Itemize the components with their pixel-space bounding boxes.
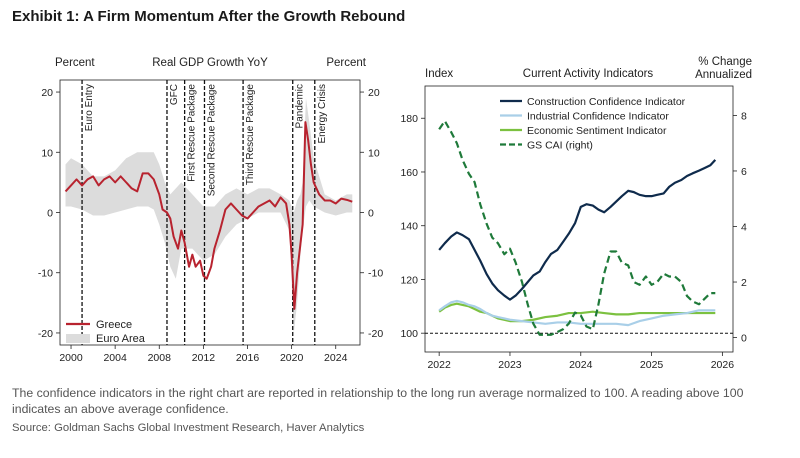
construction-confidence-indicator-line [438,159,717,301]
right-ytick-label-left: 140 [400,221,418,233]
event-label: First Rescue Package [187,84,198,182]
greece-line [64,121,353,310]
gs-cai-right-line [438,119,716,336]
event-label: Second Rescue Package [206,84,217,197]
right-xtick-label: 2022 [427,359,451,371]
right-ytick-label-right: 0 [741,333,747,345]
left-ylabel-left: Percent [55,57,95,69]
event-label: GFC [169,84,180,105]
left-ytick-label: 0 [47,208,53,220]
left-ytick-label: 20 [41,87,53,99]
chart-canvas: Percent Real GDP Growth YoY Percent -20 -20 -… [38,56,752,371]
left-ytick-label-right: 10 [368,147,380,159]
event-label: Pandemic [295,84,306,128]
left-xtick-label: 2012 [192,352,216,364]
industrial-confidence-indicator-line [438,299,716,327]
right-ylabel-right-line2: Annualized [695,69,752,81]
right-plot-frame [424,85,734,353]
legend-label-series: GS CAI (right) [527,140,593,152]
left-ytick-label: -10 [38,268,53,280]
legend-label-greece: Greece [96,319,132,331]
right-ytick-label-right: 4 [741,221,747,233]
left-chart-title: Real GDP Growth YoY [152,57,268,69]
economic-sentiment-indicator-line [438,302,716,323]
left-ytick-label-right: 20 [368,87,380,99]
chart-footnote: The confidence indicators in the right c… [12,386,744,416]
left-xtick-label: 2004 [103,352,127,364]
euro-area-band [65,98,353,333]
legend-swatch-euro-area [66,334,90,343]
event-label: Energy Crisis [317,84,328,143]
event-label: Euro Entry [84,84,95,131]
left-ytick-label-right: -20 [368,328,383,340]
right-chart-title: Current Activity Indicators [523,68,654,80]
left-ytick-label-right: 0 [368,208,374,220]
legend-label-series: Industrial Confidence Indicator [527,111,669,123]
right-ytick-label-right: 6 [741,166,747,178]
exhibit-title: Exhibit 1: A Firm Momentum After the Gro… [12,8,406,25]
event-label: Third Rescue Package [245,84,256,186]
right-ytick-label-left: 120 [400,274,418,286]
right-xtick-label: 2023 [498,359,522,371]
left-ytick-label-right: -10 [368,268,383,280]
right-xtick-label: 2025 [640,359,664,371]
legend-label-series: Construction Confidence Indicator [527,96,686,108]
right-xtick-label: 2026 [711,359,735,371]
left-xtick-label: 2000 [59,352,83,364]
left-xtick-label: 2016 [236,352,260,364]
left-ylabel-right: Percent [326,57,366,69]
left-ytick-label: 10 [41,147,53,159]
right-ytick-label-left: 100 [400,328,418,340]
right-ylabel-right-line1: % Change [698,56,752,68]
legend-label-euro-area: Euro Area [96,333,146,345]
right-ytick-label-right: 8 [741,110,747,122]
source-note: Source: Goldman Sachs Global Investment … [12,422,365,434]
left-xtick-label: 2024 [324,352,348,364]
right-ytick-label-right: 2 [741,277,747,289]
legend-label-series: Economic Sentiment Indicator [527,125,667,137]
right-ytick-label-left: 160 [400,167,418,179]
left-xtick-label: 2008 [148,352,172,364]
left-xtick-label: 2020 [280,352,304,364]
right-ytick-label-left: 180 [400,113,418,125]
right-ylabel-left: Index [425,68,453,80]
left-ytick-label: -20 [38,328,53,340]
right-xtick-label: 2024 [569,359,593,371]
